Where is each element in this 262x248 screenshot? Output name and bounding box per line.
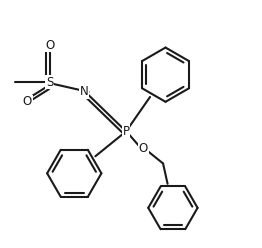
Text: P: P: [123, 125, 130, 138]
Text: O: O: [45, 39, 54, 52]
Text: S: S: [46, 76, 53, 89]
Text: O: O: [23, 95, 32, 108]
Text: N: N: [80, 86, 89, 98]
Text: O: O: [139, 142, 148, 155]
